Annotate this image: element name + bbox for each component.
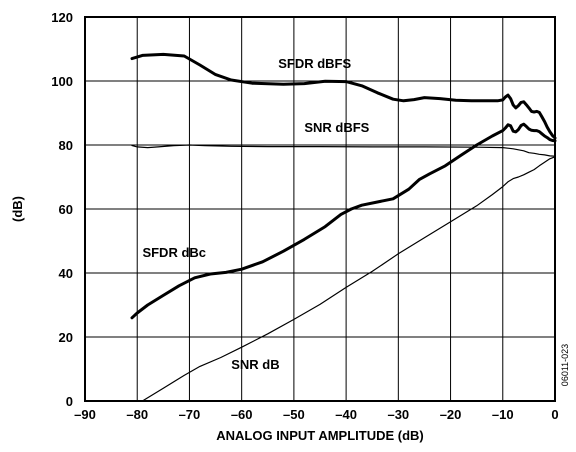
series-label-sfdr-dbc: SFDR dBc (142, 245, 206, 260)
series-label-snr-dbfs: SNR dBFS (304, 120, 369, 135)
x-tick-label: –40 (335, 407, 357, 422)
y-tick-label: 0 (66, 394, 73, 409)
y-axis-title: (dB) (10, 196, 25, 222)
series-label-snr-db: SNR dB (231, 357, 279, 372)
x-tick-label: –50 (283, 407, 305, 422)
figure-id: 06011-023 (560, 344, 570, 386)
grid (85, 17, 555, 401)
y-tick-label: 20 (59, 330, 73, 345)
x-tick-label: –80 (126, 407, 148, 422)
y-tick-label: 40 (59, 266, 73, 281)
y-tick-label: 100 (51, 74, 73, 89)
series-line-sfdr-dbc (130, 122, 557, 320)
y-tick-label: 120 (51, 10, 73, 25)
x-tick-label: –70 (179, 407, 201, 422)
series-line-sfdr-dbfs (130, 52, 557, 140)
y-tick-label: 60 (59, 202, 73, 217)
series-line-snr-db (141, 156, 556, 402)
series-line-snr-dbfs (131, 144, 556, 157)
x-tick-label: –90 (74, 407, 96, 422)
series-label-sfdr-dbfs: SFDR dBFS (278, 56, 351, 71)
x-tick-label: –30 (387, 407, 409, 422)
x-axis-title: ANALOG INPUT AMPLITUDE (dB) (216, 428, 424, 443)
x-tick-label: –20 (440, 407, 462, 422)
x-tick-label: –10 (492, 407, 514, 422)
plot-frame (84, 16, 556, 402)
series-labels: SFDR dBFS SNR dBFS SFDR dBc SNR dB (142, 56, 369, 372)
series-group (130, 52, 557, 402)
x-tick-label: 0 (551, 407, 558, 422)
y-tick-label: 80 (59, 138, 73, 153)
tick-labels: –90 –80 –70 –60 –50 –40 –30 –20 –10 0 0 20 40 60 80 100… (51, 10, 558, 422)
x-tick-label: –60 (231, 407, 253, 422)
